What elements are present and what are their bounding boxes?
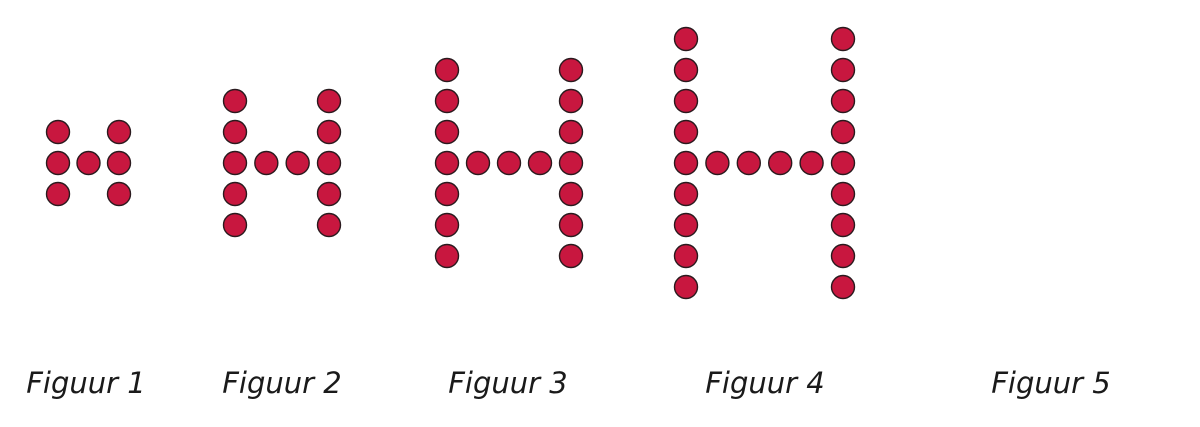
figure-3-right-column-dot-13 (558, 212, 584, 238)
figure-1-right-column-dot-6 (106, 181, 132, 207)
figure-2-label: Figuur 2 (222, 366, 342, 400)
figure-3-crossbar-dot-15 (465, 150, 491, 176)
figure-4-left-column-dot-1 (673, 26, 699, 52)
figure-2-left-column-dot-5 (222, 212, 248, 238)
figure-3-right-column-dot-8 (558, 57, 584, 83)
figure-3-left-column-dot-3 (434, 119, 460, 145)
figure-1-dots (45, 119, 132, 207)
figure-2-crossbar-dot-12 (285, 150, 310, 176)
figure-4-right-column-dot-11 (830, 57, 856, 83)
figure-1-left-column-dot-3 (45, 181, 71, 207)
figure-5: Figuur 5 (991, 366, 1111, 400)
figure-4-right-column-dot-12 (830, 88, 856, 114)
figure-2-left-column-dot-3 (222, 150, 248, 176)
figure-3: Figuur 3 (434, 57, 584, 400)
figure-5-label: Figuur 5 (991, 366, 1111, 400)
figure-1-right-column-dot-5 (106, 150, 132, 176)
figure-4-right-column-dot-13 (830, 119, 856, 145)
figure-2-crossbar-dot-11 (254, 150, 279, 176)
figure-2-left-column-dot-2 (222, 119, 248, 145)
figure-4-label: Figuur 4 (705, 366, 825, 400)
figure-3-left-column-dot-4 (434, 150, 460, 176)
figure-3-right-column-dot-12 (558, 181, 584, 207)
figure-4-right-column-dot-16 (830, 212, 856, 238)
figure-4: Figuur 4 (673, 26, 856, 400)
figure-4-crossbar-dot-22 (799, 150, 824, 176)
figure-3-left-column-dot-2 (434, 88, 460, 114)
figure-1-right-column-dot-4 (106, 119, 132, 145)
figure-4-left-column-dot-8 (673, 243, 699, 269)
figure-3-right-column-dot-9 (558, 88, 584, 114)
figure-4-left-column-dot-9 (673, 274, 699, 300)
figure-1-crossbar-dot-7 (76, 150, 101, 176)
figure-1-left-column-dot-2 (45, 150, 71, 176)
figure-3-right-column-dot-11 (558, 150, 584, 176)
figure-3-left-column-dot-1 (434, 57, 460, 83)
figure-1: Figuur 1 (26, 119, 146, 400)
figure-3-label: Figuur 3 (448, 366, 568, 400)
figure-3-right-column-dot-10 (558, 119, 584, 145)
figure-4-crossbar-dot-19 (705, 150, 730, 176)
figure-2-dots (222, 88, 342, 238)
figure-4-left-column-dot-6 (673, 181, 699, 207)
figure-3-left-column-dot-6 (434, 212, 460, 238)
figure-3-left-column-dot-5 (434, 181, 460, 207)
figure-3-crossbar-dot-17 (527, 150, 553, 176)
figure-4-left-column-dot-2 (673, 57, 699, 83)
figure-4-right-column-dot-14 (830, 150, 856, 176)
figure-1-label: Figuur 1 (26, 366, 146, 400)
figure-2-left-column-dot-1 (222, 88, 248, 114)
figure-4-left-column-dot-7 (673, 212, 699, 238)
figure-4-right-column-dot-10 (830, 26, 856, 52)
figure-2-left-column-dot-4 (222, 181, 248, 207)
figure-2-right-column-dot-10 (316, 212, 342, 238)
figure-2-right-column-dot-6 (316, 88, 342, 114)
figure-3-dots (434, 57, 584, 269)
figure-1-left-column-dot-1 (45, 119, 71, 145)
figure-2: Figuur 2 (222, 88, 342, 400)
figure-4-right-column-dot-15 (830, 181, 856, 207)
figure-2-right-column-dot-9 (316, 181, 342, 207)
figure-4-left-column-dot-4 (673, 119, 699, 145)
figure-4-crossbar-dot-20 (736, 150, 761, 176)
figure-4-right-column-dot-17 (830, 243, 856, 269)
figure-4-right-column-dot-18 (830, 274, 856, 300)
figure-3-left-column-dot-7 (434, 243, 460, 269)
figure-4-crossbar-dot-21 (768, 150, 793, 176)
figure-4-dots (673, 26, 856, 300)
figure-4-left-column-dot-3 (673, 88, 699, 114)
figure-4-left-column-dot-5 (673, 150, 699, 176)
figure-2-right-column-dot-7 (316, 119, 342, 145)
figure-3-crossbar-dot-16 (496, 150, 522, 176)
figure-3-right-column-dot-14 (558, 243, 584, 269)
figure-2-right-column-dot-8 (316, 150, 342, 176)
